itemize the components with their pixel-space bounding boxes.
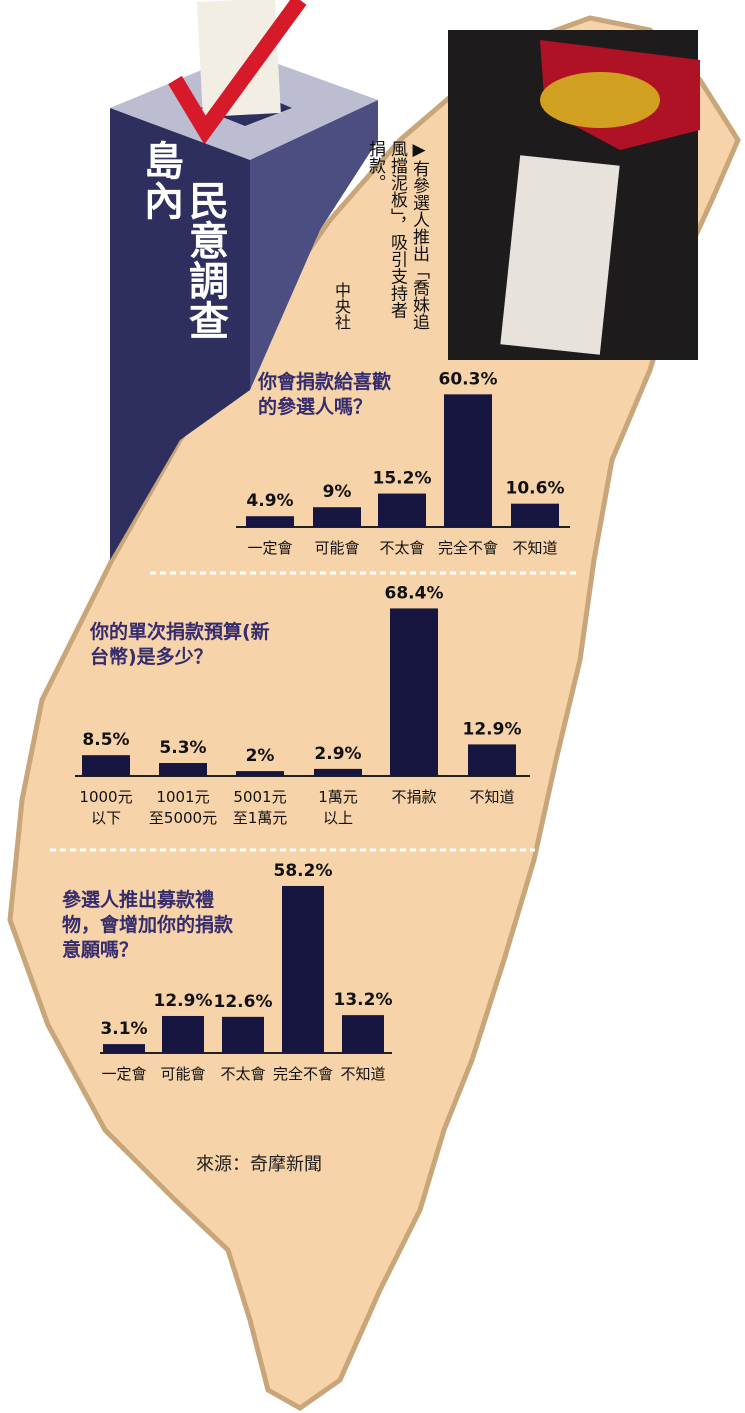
x-tick-label: 以上 (323, 809, 353, 827)
value-label: 15.2% (373, 469, 432, 489)
x-tick-label: 以下 (91, 809, 121, 827)
bar (282, 885, 324, 1053)
bar (313, 507, 361, 527)
value-label: 9% (323, 482, 352, 502)
bar (390, 608, 438, 776)
value-label: 12.9% (463, 719, 522, 739)
x-tick-label: 不知道 (512, 539, 557, 557)
box-title: 島內 (137, 140, 183, 220)
value-label: 60.3% (439, 369, 498, 389)
x-tick-label: 1000元 (79, 788, 132, 806)
x-tick-label: 不知道 (340, 1065, 385, 1083)
photo-light (540, 72, 660, 128)
source: 來源：奇摩新聞 (196, 1154, 322, 1175)
bar (378, 493, 426, 527)
ballot-paper (196, 0, 281, 118)
photo-plate (500, 155, 620, 355)
x-tick-label: 5001元 (233, 788, 286, 806)
x-tick-label: 不捐款 (391, 788, 436, 806)
x-tick-label: 不知道 (469, 788, 514, 806)
x-tick-label: 1001元 (156, 788, 209, 806)
x-tick-label: 1萬元 (318, 788, 358, 806)
x-tick-label: 至1萬元 (233, 809, 288, 827)
bar (162, 1015, 204, 1053)
bar (444, 394, 492, 527)
chart-title: 參選人推出募款禮物，會增加你的捐款意願嗎？ (62, 889, 234, 961)
x-tick-label: 不太會 (379, 539, 424, 557)
x-tick-label: 完全不會 (273, 1065, 333, 1083)
bar (511, 503, 559, 527)
x-tick-label: 一定會 (247, 539, 292, 557)
value-label: 8.5% (82, 730, 129, 750)
bar (342, 1015, 384, 1053)
x-tick-label: 一定會 (101, 1065, 146, 1083)
bar (159, 763, 207, 776)
value-label: 2.9% (314, 744, 361, 764)
chart-title: 你的單次捐款預算(新台幣)是多少？ (90, 621, 270, 668)
box-title: 民意調查 (182, 180, 229, 340)
value-label: 3.1% (100, 1019, 147, 1039)
check-mark (168, 0, 307, 145)
x-tick-label: 不太會 (220, 1065, 265, 1083)
value-label: 4.9% (246, 491, 293, 511)
bar (82, 755, 130, 776)
value-label: 12.6% (214, 992, 273, 1012)
x-tick-label: 完全不會 (438, 539, 498, 557)
ballot-front (110, 108, 250, 560)
value-label: 12.9% (154, 991, 213, 1011)
bar (222, 1016, 264, 1053)
value-label: 68.4% (385, 583, 444, 603)
bar (103, 1044, 145, 1053)
bar (236, 771, 284, 776)
x-tick-label: 至5000元 (149, 809, 217, 827)
x-tick-label: 可能會 (314, 539, 359, 557)
ballot-side (250, 100, 378, 390)
bar (314, 768, 362, 776)
value-label: 13.2% (334, 990, 393, 1010)
value-label: 5.3% (159, 738, 206, 758)
value-label: 58.2% (274, 861, 333, 881)
value-label: 2% (246, 746, 275, 766)
bar (468, 744, 516, 776)
chart-title: 你會捐款給喜歡的參選人嗎？ (258, 371, 392, 418)
x-tick-label: 可能會 (160, 1065, 205, 1083)
photo-caption: ▶有參選人推出「喬妹追風擋泥板」，吸引支持者捐款。 (365, 140, 429, 330)
bar (246, 516, 294, 527)
value-label: 10.6% (506, 479, 565, 499)
photo-credit: 中央社 (332, 282, 351, 330)
